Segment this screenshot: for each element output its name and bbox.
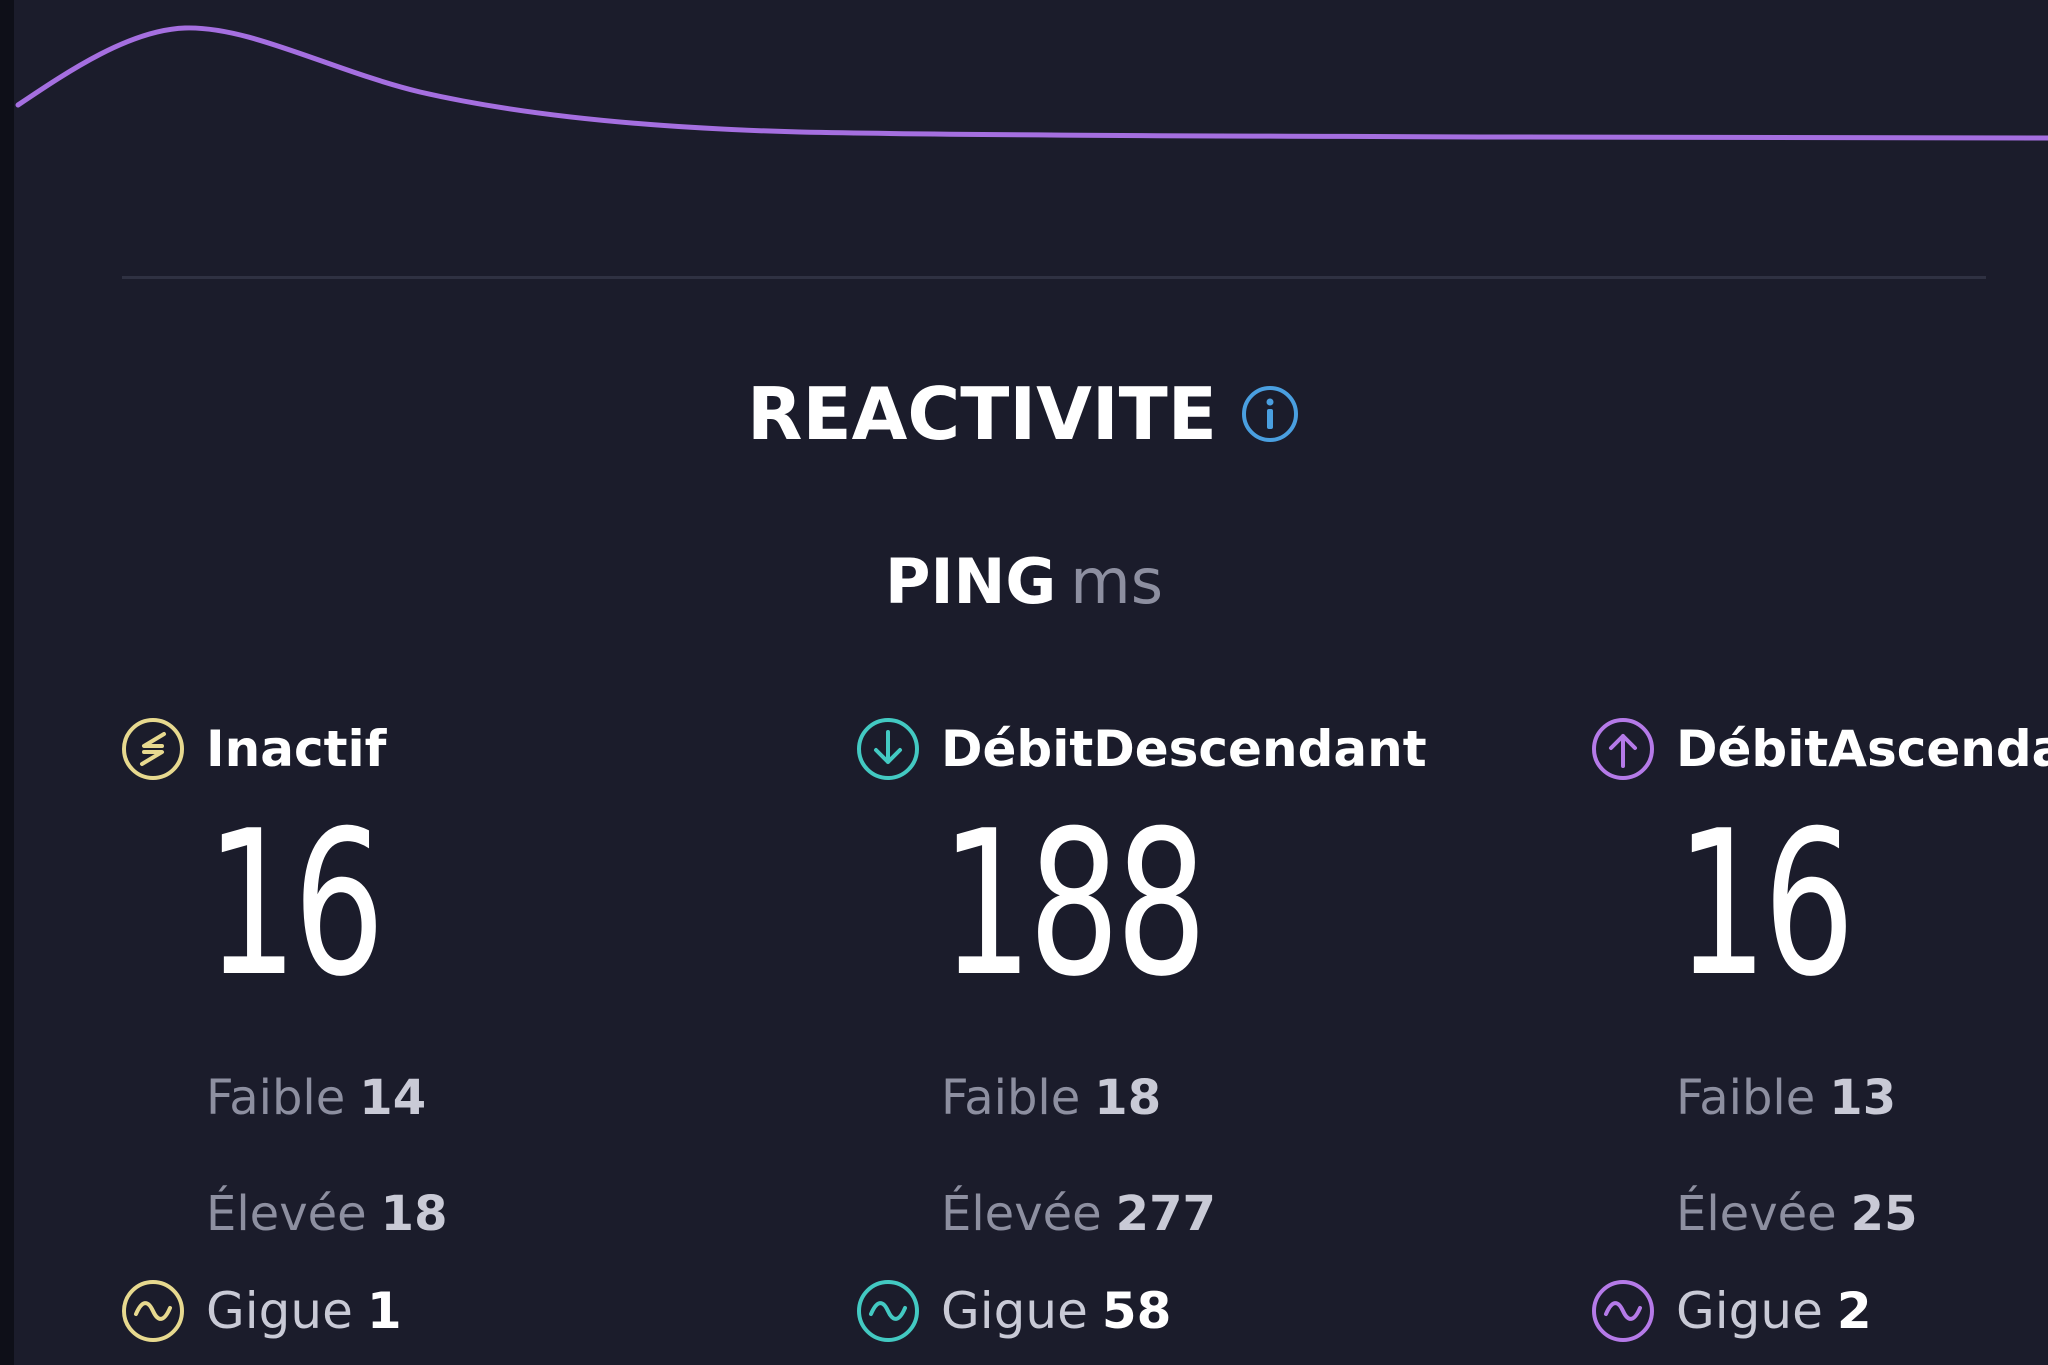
jitter-value: 58 xyxy=(1101,1282,1172,1340)
section-divider xyxy=(122,276,1986,279)
ping-heading: PING ms xyxy=(0,545,2048,618)
section-heading: REACTIVITE xyxy=(0,372,2048,456)
idle-arrows-icon xyxy=(122,718,184,780)
high-value: 18 xyxy=(380,1186,448,1242)
low-value: 14 xyxy=(359,1070,427,1126)
jitter-wave-icon xyxy=(122,1280,184,1342)
metric-idle-header: Inactif xyxy=(120,710,680,788)
high-label: Élevée xyxy=(941,1186,1102,1242)
high-label: Élevée xyxy=(206,1186,367,1242)
ping-unit: ms xyxy=(1070,545,1163,618)
jitter-wave-icon xyxy=(1592,1280,1654,1342)
metric-upload-label: DébitAscendant xyxy=(1676,720,2048,778)
metric-download-jitter: Gigue 58 xyxy=(855,1272,1415,1350)
low-label: Faible xyxy=(941,1070,1081,1126)
metric-download-label: DébitDescendant xyxy=(941,720,1427,778)
metric-idle: Inactif 16 Faible 14 Élevée 18 Gigue 1 xyxy=(120,710,680,1365)
metric-download-high: Élevée 277 xyxy=(941,1156,1415,1272)
metric-upload-jitter: Gigue 2 xyxy=(1590,1272,2048,1350)
high-value: 277 xyxy=(1115,1186,1216,1242)
jitter-label: Gigue xyxy=(206,1282,353,1340)
low-value: 18 xyxy=(1094,1070,1162,1126)
jitter-label: Gigue xyxy=(941,1282,1088,1340)
left-edge-border xyxy=(0,0,14,1365)
metric-idle-jitter: Gigue 1 xyxy=(120,1272,680,1350)
ping-label: PING xyxy=(885,545,1057,618)
upload-arrow-icon xyxy=(1592,718,1654,780)
speed-graph-line xyxy=(15,25,2048,141)
metric-idle-label: Inactif xyxy=(206,720,387,778)
low-label: Faible xyxy=(206,1070,346,1126)
metric-upload-high: Élevée 25 xyxy=(1676,1156,2048,1272)
metric-idle-high: Élevée 18 xyxy=(206,1156,680,1272)
jitter-value: 2 xyxy=(1836,1282,1872,1340)
metric-upload-value: 16 xyxy=(1676,788,1855,1021)
high-value: 25 xyxy=(1850,1186,1918,1242)
metric-download-value: 188 xyxy=(941,788,1207,1021)
info-icon[interactable] xyxy=(1239,383,1301,445)
metric-download-low: Faible 18 xyxy=(941,1040,1415,1156)
jitter-label: Gigue xyxy=(1676,1282,1823,1340)
metric-download: DébitDescendant 188 Faible 18 Élevée 277 G… xyxy=(855,710,1427,1365)
low-value: 13 xyxy=(1829,1070,1897,1126)
jitter-wave-icon xyxy=(857,1280,919,1342)
metric-download-header: DébitDescendant xyxy=(855,710,1427,788)
low-label: Faible xyxy=(1676,1070,1816,1126)
jitter-value: 1 xyxy=(366,1282,402,1340)
metric-idle-low: Faible 14 xyxy=(206,1040,680,1156)
metric-upload-low: Faible 13 xyxy=(1676,1040,2048,1156)
section-title: REACTIVITE xyxy=(747,372,1217,456)
metric-upload-header: DébitAscendant xyxy=(1590,710,2048,788)
high-label: Élevée xyxy=(1676,1186,1837,1242)
download-arrow-icon xyxy=(857,718,919,780)
metric-idle-value: 16 xyxy=(206,788,385,1021)
